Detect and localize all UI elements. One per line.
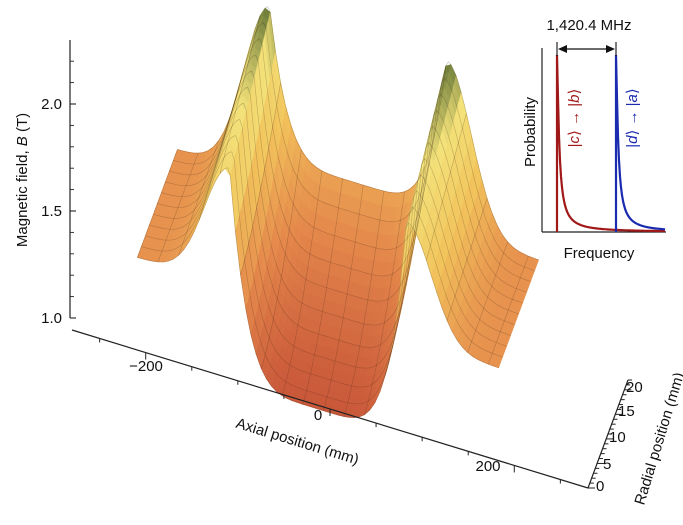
mesh-line	[467, 241, 508, 353]
z-tick-label: 2.0	[41, 96, 62, 113]
mesh-line	[219, 15, 261, 174]
inset-y-title: Probability	[522, 96, 539, 167]
y-tick-label: 10	[609, 429, 626, 446]
surface-mesh-lines	[137, 6, 539, 418]
y-tick-label: 0	[596, 478, 604, 495]
mesh-line	[199, 86, 240, 220]
x-tick-label: 0	[314, 407, 322, 424]
mesh-line	[149, 119, 511, 369]
magnetic-field-surface	[137, 7, 539, 418]
mesh-line	[322, 185, 364, 411]
mesh-line	[302, 178, 343, 405]
mesh-line	[178, 140, 219, 256]
mesh-line	[446, 198, 488, 321]
y-tick-label: 5	[603, 456, 611, 473]
z-axis-title: Magnetic field, B (T)	[14, 113, 31, 247]
mesh-line	[177, 6, 539, 261]
series-d-to-a-line	[614, 54, 666, 232]
mesh-line	[173, 22, 535, 271]
surface-patch	[493, 360, 501, 369]
x-axis-title: Axial position (mm)	[234, 415, 361, 469]
mesh-line	[488, 255, 529, 365]
field-axis: 1.0 1.5 2.0 Magnetic field, B (T)	[14, 40, 76, 327]
mesh-line	[157, 152, 199, 262]
mesh-line	[153, 102, 515, 348]
inset-x-title: Frequency	[564, 245, 635, 262]
mesh-line	[260, 149, 302, 369]
series-c-to-b-label: |c⟩ → |b⟩	[566, 89, 583, 148]
mesh-line	[157, 86, 519, 326]
mesh-line	[426, 113, 467, 261]
series-c-to-b-line	[555, 54, 665, 233]
mesh-line	[169, 38, 531, 282]
mesh-line	[405, 65, 447, 230]
y-tick-label: 20	[626, 379, 643, 396]
inset-spectrum: 1,420.4 MHz Probability Frequency |c⟩ → …	[522, 17, 666, 262]
x-tick-label: 200	[475, 458, 500, 475]
mesh-line	[145, 135, 507, 388]
mesh-line	[137, 167, 499, 418]
separation-arrow	[558, 45, 615, 53]
radial-axis: 0 5 10 15 20 Radial position (mm)	[587, 370, 683, 507]
mesh-line	[137, 149, 178, 258]
separation-annotation: 1,420.4 MHz	[546, 17, 631, 34]
y-tick-label: 15	[618, 403, 635, 420]
z-tick-label: 1.5	[41, 203, 62, 220]
mesh-line	[161, 70, 523, 304]
mesh-line	[343, 191, 385, 417]
mesh-line	[165, 54, 527, 293]
series-d-to-a-label: |d⟩ → |a⟩	[624, 88, 641, 148]
mesh-line	[384, 166, 426, 376]
mesh-line	[240, 82, 281, 276]
mesh-line	[281, 170, 323, 396]
mesh-line	[141, 151, 503, 405]
z-tick-label: 1.0	[41, 310, 62, 327]
x-tick-label: −200	[129, 358, 163, 375]
mesh-line	[364, 191, 405, 415]
